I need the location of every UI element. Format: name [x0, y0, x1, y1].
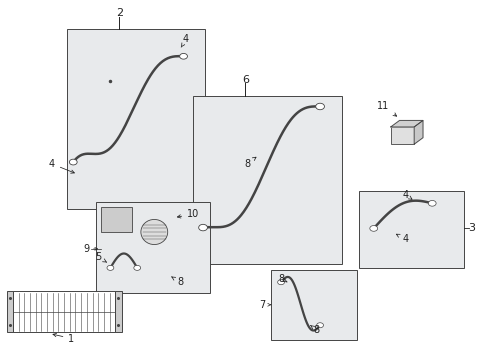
Circle shape — [427, 201, 435, 206]
Text: 4: 4 — [181, 35, 189, 47]
Text: 6: 6 — [242, 75, 248, 85]
Circle shape — [369, 226, 377, 231]
Text: 8: 8 — [278, 274, 286, 284]
Text: 7: 7 — [259, 300, 265, 310]
Bar — [271, 270, 356, 339]
Circle shape — [134, 265, 141, 270]
Polygon shape — [413, 121, 422, 144]
Circle shape — [315, 103, 324, 110]
Circle shape — [198, 224, 207, 231]
Text: 8: 8 — [310, 325, 319, 335]
Text: 1: 1 — [53, 333, 74, 343]
Text: 5: 5 — [95, 252, 106, 262]
Circle shape — [69, 159, 77, 165]
Circle shape — [179, 53, 187, 59]
Text: 8: 8 — [244, 157, 256, 169]
Bar — [390, 127, 413, 144]
FancyBboxPatch shape — [101, 207, 132, 232]
Bar — [115, 291, 122, 332]
Bar — [96, 202, 210, 293]
Text: 10: 10 — [177, 209, 199, 219]
Text: 4: 4 — [49, 159, 74, 173]
Text: 9: 9 — [83, 244, 89, 254]
Text: 2: 2 — [116, 8, 122, 18]
Bar — [193, 96, 341, 264]
Text: 3: 3 — [467, 224, 474, 233]
Circle shape — [107, 265, 114, 270]
Text: 4: 4 — [402, 190, 411, 200]
Bar — [6, 291, 13, 332]
Circle shape — [316, 323, 323, 328]
Text: 8: 8 — [171, 277, 183, 287]
Text: 11: 11 — [377, 102, 396, 116]
Bar — [13, 291, 115, 332]
Bar — [66, 30, 205, 209]
Polygon shape — [390, 121, 422, 127]
Text: 4: 4 — [396, 234, 407, 244]
Bar — [358, 191, 463, 268]
Circle shape — [277, 280, 284, 285]
Ellipse shape — [141, 220, 167, 244]
